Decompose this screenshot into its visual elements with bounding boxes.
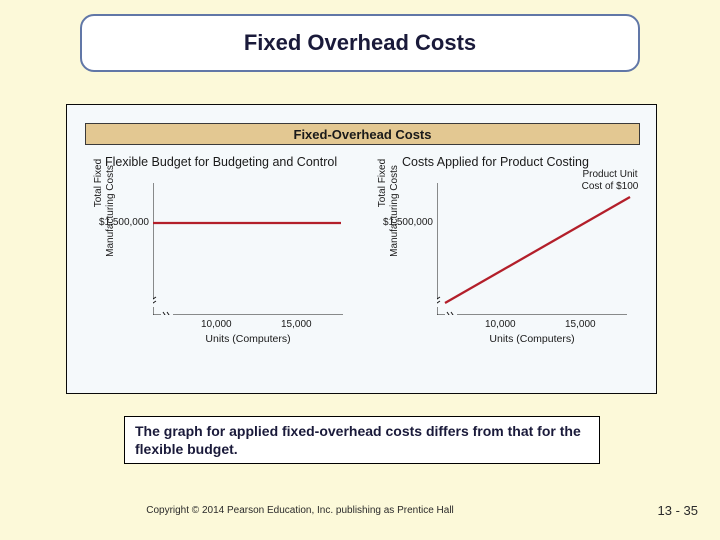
right-xtick-1: 10,000 (485, 319, 516, 330)
left-x-label: Units (Computers) (153, 333, 343, 345)
right-y-label-2: Manufacturing Costs (389, 151, 400, 271)
left-subhead: Flexible Budget for Budgeting and Contro… (105, 155, 337, 169)
left-xtick-2: 15,000 (281, 319, 312, 330)
title-box: Fixed Overhead Costs (80, 14, 640, 72)
left-xtick-1: 10,000 (201, 319, 232, 330)
right-ytick: $1,500,000 (363, 217, 433, 228)
chart-area: Fixed-Overhead Costs Flexible Budget for… (67, 105, 656, 393)
figure-header-text: Fixed-Overhead Costs (294, 127, 432, 142)
copyright-text: Copyright © 2014 Pearson Education, Inc.… (0, 505, 600, 516)
right-subhead: Costs Applied for Product Costing (402, 155, 589, 169)
right-x-label: Units (Computers) (437, 333, 627, 345)
figure-panel: Fixed-Overhead Costs Flexible Budget for… (66, 104, 657, 394)
right-chart: Total Fixed Manufacturing Costs $1,500,0… (399, 183, 639, 353)
caption-box: The graph for applied fixed-overhead cos… (124, 416, 600, 464)
page-title: Fixed Overhead Costs (244, 30, 476, 56)
left-y-label-2: Manufacturing Costs (105, 151, 116, 271)
right-xtick-2: 15,000 (565, 319, 596, 330)
right-plot (437, 183, 627, 315)
caption-text: The graph for applied fixed-overhead cos… (135, 422, 589, 458)
left-ytick: $1,500,000 (79, 217, 149, 228)
left-chart: Total Fixed Manufacturing Costs $1,500,0… (115, 183, 355, 353)
left-plot (153, 183, 343, 315)
figure-header-bar: Fixed-Overhead Costs (85, 123, 640, 145)
page-number: 13 - 35 (658, 503, 698, 518)
